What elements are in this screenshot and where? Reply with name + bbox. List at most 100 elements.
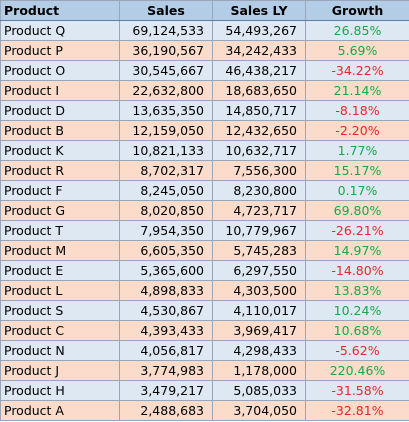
growth-cell[interactable]: -32.81%	[305, 400, 409, 421]
growth-cell[interactable]: 5.69%	[305, 40, 409, 61]
sales-ly-cell[interactable]: 5,745,283	[212, 240, 306, 261]
sales-cell[interactable]: 13,635,350	[119, 100, 213, 121]
sales-cell[interactable]: 4,393,433	[119, 320, 213, 341]
growth-cell[interactable]: 15.17%	[305, 160, 409, 181]
sales-cell[interactable]: 7,954,350	[119, 220, 213, 241]
product-cell[interactable]: Product B	[0, 120, 120, 141]
table-row[interactable]: Product L 4,898,833 4,303,500 13.83%	[0, 280, 409, 301]
sales-ly-cell[interactable]: 1,178,000	[212, 360, 306, 381]
product-cell[interactable]: Product J	[0, 360, 120, 381]
table-row[interactable]: Product B 12,159,050 12,432,650 -2.20%	[0, 120, 409, 141]
sales-ly-cell[interactable]: 10,779,967	[212, 220, 306, 241]
product-cell[interactable]: Product H	[0, 380, 120, 401]
table-row[interactable]: Product I 22,632,800 18,683,650 21.14%	[0, 80, 409, 101]
growth-cell[interactable]: 26.85%	[305, 20, 409, 41]
table-row[interactable]: Product C 4,393,433 3,969,417 10.68%	[0, 320, 409, 341]
growth-cell[interactable]: 0.17%	[305, 180, 409, 201]
table-row[interactable]: Product D 13,635,350 14,850,717 -8.18%	[0, 100, 409, 121]
product-cell[interactable]: Product C	[0, 320, 120, 341]
sales-ly-cell[interactable]: 10,632,717	[212, 140, 306, 161]
table-row[interactable]: Product P 36,190,567 34,242,433 5.69%	[0, 40, 409, 61]
product-cell[interactable]: Product E	[0, 260, 120, 281]
sales-ly-cell[interactable]: 4,110,017	[212, 300, 306, 321]
product-cell[interactable]: Product O	[0, 60, 120, 81]
sales-ly-cell[interactable]: 8,230,800	[212, 180, 306, 201]
product-cell[interactable]: Product Q	[0, 20, 120, 41]
product-cell[interactable]: Product K	[0, 140, 120, 161]
table-row[interactable]: Product J 3,774,983 1,178,000 220.46%	[0, 360, 409, 381]
sales-cell[interactable]: 8,702,317	[119, 160, 213, 181]
table-row[interactable]: Product G 8,020,850 4,723,717 69.80%	[0, 200, 409, 221]
product-cell[interactable]: Product L	[0, 280, 120, 301]
growth-cell[interactable]: -34.22%	[305, 60, 409, 81]
table-row[interactable]: Product Q 69,124,533 54,493,267 26.85%	[0, 20, 409, 41]
sales-ly-cell[interactable]: 7,556,300	[212, 160, 306, 181]
product-cell[interactable]: Product D	[0, 100, 120, 121]
product-cell[interactable]: Product M	[0, 240, 120, 261]
table-row[interactable]: Product T 7,954,350 10,779,967 -26.21%	[0, 220, 409, 241]
sales-cell[interactable]: 5,365,600	[119, 260, 213, 281]
table-row[interactable]: Product O 30,545,667 46,438,217 -34.22%	[0, 60, 409, 81]
sales-ly-cell[interactable]: 6,297,550	[212, 260, 306, 281]
table-row[interactable]: Product A 2,488,683 3,704,050 -32.81%	[0, 400, 409, 421]
sales-ly-cell[interactable]: 12,432,650	[212, 120, 306, 141]
growth-cell[interactable]: 69.80%	[305, 200, 409, 221]
product-cell[interactable]: Product P	[0, 40, 120, 61]
growth-cell[interactable]: 1.77%	[305, 140, 409, 161]
sales-ly-cell[interactable]: 4,298,433	[212, 340, 306, 361]
growth-cell[interactable]: -26.21%	[305, 220, 409, 241]
growth-cell[interactable]: 10.68%	[305, 320, 409, 341]
product-cell[interactable]: Product F	[0, 180, 120, 201]
sales-ly-cell[interactable]: 34,242,433	[212, 40, 306, 61]
product-cell[interactable]: Product I	[0, 80, 120, 101]
sales-ly-cell[interactable]: 3,704,050	[212, 400, 306, 421]
sales-ly-cell[interactable]: 3,969,417	[212, 320, 306, 341]
table-row[interactable]: Product M 6,605,350 5,745,283 14.97%	[0, 240, 409, 261]
sales-cell[interactable]: 30,545,667	[119, 60, 213, 81]
sales-cell[interactable]: 2,488,683	[119, 400, 213, 421]
sales-ly-cell[interactable]: 5,085,033	[212, 380, 306, 401]
growth-cell[interactable]: -14.80%	[305, 260, 409, 281]
sales-cell[interactable]: 3,479,217	[119, 380, 213, 401]
sales-cell[interactable]: 3,774,983	[119, 360, 213, 381]
product-cell[interactable]: Product T	[0, 220, 120, 241]
sales-ly-cell[interactable]: 54,493,267	[212, 20, 306, 41]
column-header-sales[interactable]: Sales	[119, 0, 213, 21]
table-row[interactable]: Product N 4,056,817 4,298,433 -5.62%	[0, 340, 409, 361]
product-cell[interactable]: Product N	[0, 340, 120, 361]
sales-ly-cell[interactable]: 46,438,217	[212, 60, 306, 81]
column-header-product[interactable]: Product	[0, 0, 120, 21]
growth-cell[interactable]: 21.14%	[305, 80, 409, 101]
sales-cell[interactable]: 22,632,800	[119, 80, 213, 101]
sales-cell[interactable]: 4,056,817	[119, 340, 213, 361]
table-row[interactable]: Product S 4,530,867 4,110,017 10.24%	[0, 300, 409, 321]
table-row[interactable]: Product F 8,245,050 8,230,800 0.17%	[0, 180, 409, 201]
sales-cell[interactable]: 12,159,050	[119, 120, 213, 141]
sales-ly-cell[interactable]: 4,723,717	[212, 200, 306, 221]
product-cell[interactable]: Product S	[0, 300, 120, 321]
growth-cell[interactable]: 13.83%	[305, 280, 409, 301]
table-row[interactable]: Product E 5,365,600 6,297,550 -14.80%	[0, 260, 409, 281]
growth-cell[interactable]: -5.62%	[305, 340, 409, 361]
sales-cell[interactable]: 8,020,850	[119, 200, 213, 221]
table-row[interactable]: Product H 3,479,217 5,085,033 -31.58%	[0, 380, 409, 401]
growth-cell[interactable]: 10.24%	[305, 300, 409, 321]
product-cell[interactable]: Product R	[0, 160, 120, 181]
table-row[interactable]: Product R 8,702,317 7,556,300 15.17%	[0, 160, 409, 181]
sales-cell[interactable]: 6,605,350	[119, 240, 213, 261]
sales-cell[interactable]: 69,124,533	[119, 20, 213, 41]
growth-cell[interactable]: -31.58%	[305, 380, 409, 401]
growth-cell[interactable]: 220.46%	[305, 360, 409, 381]
sales-cell[interactable]: 10,821,133	[119, 140, 213, 161]
table-row[interactable]: Product K 10,821,133 10,632,717 1.77%	[0, 140, 409, 161]
growth-cell[interactable]: -2.20%	[305, 120, 409, 141]
growth-cell[interactable]: -8.18%	[305, 100, 409, 121]
column-header-sales-ly[interactable]: Sales LY	[212, 0, 306, 21]
growth-cell[interactable]: 14.97%	[305, 240, 409, 261]
sales-ly-cell[interactable]: 4,303,500	[212, 280, 306, 301]
sales-ly-cell[interactable]: 18,683,650	[212, 80, 306, 101]
sales-ly-cell[interactable]: 14,850,717	[212, 100, 306, 121]
sales-cell[interactable]: 4,898,833	[119, 280, 213, 301]
column-header-growth[interactable]: Growth	[305, 0, 409, 21]
sales-cell[interactable]: 36,190,567	[119, 40, 213, 61]
